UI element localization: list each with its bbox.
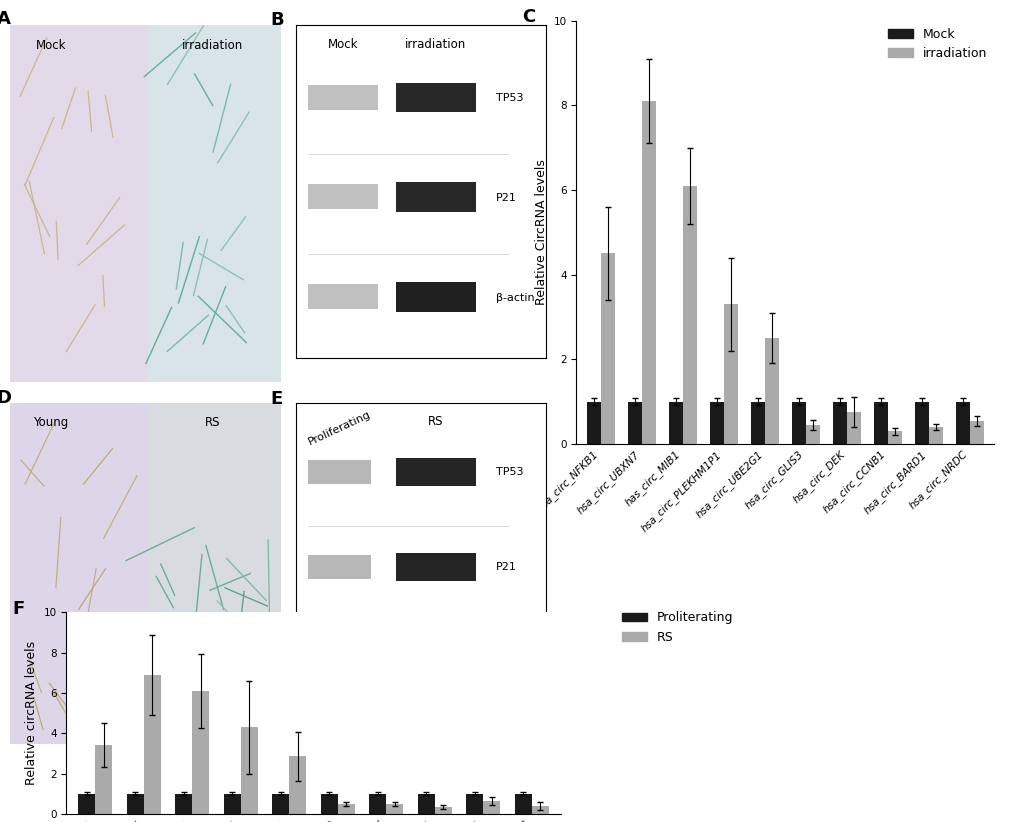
FancyBboxPatch shape (308, 284, 378, 309)
Bar (750, 401, 764, 444)
Bar (683, 186, 697, 444)
FancyBboxPatch shape (148, 403, 280, 744)
FancyBboxPatch shape (10, 25, 143, 382)
Text: RS: RS (428, 415, 443, 428)
FancyBboxPatch shape (395, 648, 475, 676)
Text: E: E (271, 390, 283, 408)
Text: D: D (0, 389, 11, 407)
FancyBboxPatch shape (395, 82, 475, 112)
Bar (289, 756, 306, 814)
Bar (887, 432, 902, 444)
FancyBboxPatch shape (395, 182, 475, 212)
Text: F: F (12, 600, 24, 618)
FancyBboxPatch shape (308, 649, 371, 674)
Y-axis label: Relative CircRNA levels: Relative CircRNA levels (534, 159, 547, 305)
Bar (483, 801, 500, 814)
Text: irradiation: irradiation (182, 39, 244, 52)
Text: A: A (0, 11, 10, 28)
Text: Young: Young (33, 417, 68, 429)
Bar (846, 412, 860, 444)
Bar (709, 401, 723, 444)
Bar (531, 806, 548, 814)
Bar (272, 794, 289, 814)
Bar (914, 401, 928, 444)
FancyBboxPatch shape (308, 184, 378, 210)
Bar (126, 794, 144, 814)
Text: TP53: TP53 (495, 93, 523, 103)
Bar (723, 304, 738, 444)
Bar (791, 401, 805, 444)
Bar (627, 401, 641, 444)
Bar (641, 101, 655, 444)
Bar (434, 806, 451, 814)
Bar (240, 727, 258, 814)
FancyBboxPatch shape (395, 552, 475, 580)
FancyBboxPatch shape (395, 282, 475, 312)
Bar (832, 401, 846, 444)
Bar (466, 794, 483, 814)
FancyBboxPatch shape (308, 555, 371, 580)
Bar (928, 427, 943, 444)
Bar (224, 794, 240, 814)
Bar (193, 691, 209, 814)
Bar (955, 401, 969, 444)
Text: Proliferating: Proliferating (307, 409, 372, 447)
Bar (96, 746, 112, 814)
Bar (969, 421, 983, 444)
Text: P21: P21 (495, 193, 516, 203)
Text: Mock: Mock (36, 39, 66, 52)
Text: TP53: TP53 (495, 468, 523, 478)
Text: β-actin: β-actin (495, 658, 534, 667)
Text: β-actin: β-actin (495, 293, 534, 302)
Text: Mock: Mock (328, 38, 359, 51)
Text: RS: RS (205, 417, 220, 429)
Legend: Mock, irradiation: Mock, irradiation (882, 22, 991, 65)
Bar (321, 794, 337, 814)
Bar (175, 794, 193, 814)
Bar (667, 401, 683, 444)
Bar (418, 794, 434, 814)
FancyBboxPatch shape (10, 403, 143, 744)
Bar (144, 675, 161, 814)
Bar (805, 425, 819, 444)
Bar (872, 401, 887, 444)
Bar (369, 794, 386, 814)
Text: B: B (271, 12, 284, 30)
Text: C: C (522, 8, 535, 25)
Bar (78, 794, 96, 814)
Bar (386, 804, 403, 814)
Bar (600, 253, 614, 444)
Bar (515, 794, 531, 814)
FancyBboxPatch shape (395, 458, 475, 486)
FancyBboxPatch shape (308, 85, 378, 109)
Text: P21: P21 (495, 562, 516, 572)
Legend: Proliterating, RS: Proliterating, RS (616, 607, 738, 649)
Text: irradiation: irradiation (405, 38, 466, 51)
Bar (586, 401, 600, 444)
FancyBboxPatch shape (308, 459, 371, 484)
FancyBboxPatch shape (148, 25, 280, 382)
Y-axis label: Relative circRNA levels: Relative circRNA levels (24, 641, 38, 785)
Bar (337, 804, 355, 814)
Bar (764, 338, 779, 444)
